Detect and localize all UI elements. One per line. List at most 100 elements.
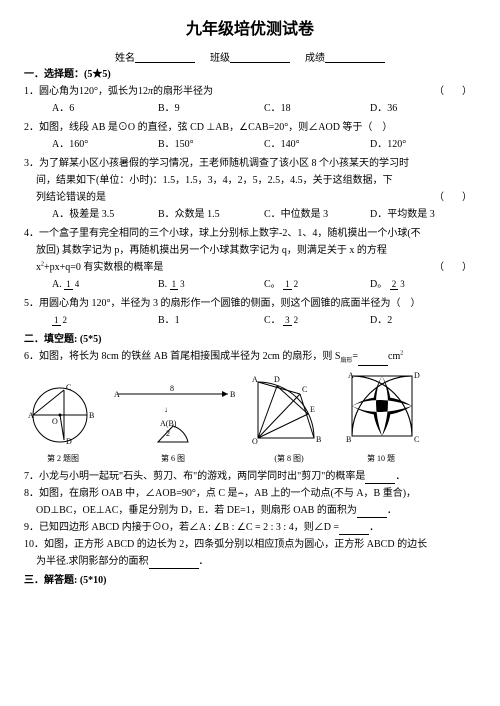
q4-eq: +px+q=0	[44, 262, 81, 273]
fig2-lbl-b: B	[89, 411, 94, 420]
q4-a-den: 4	[73, 279, 82, 289]
section-1-head: 一．选择题：(5★5)	[24, 67, 476, 82]
q8-l2-text: OD⊥BC，OE⊥AC，垂足分别为 D，E．若 DE=1，则扇形 OAB 的面积…	[36, 505, 357, 516]
fig8-caption: (第 8 图)	[244, 453, 334, 465]
q2-opt-a: A．160°	[52, 137, 158, 152]
q3-l2: 间，结果如下(单位：小时)：1.5，1.5，3，4，2，5，2.5，4.5，关于…	[24, 173, 476, 188]
fig-q6: A B 8 ↓ A(B) 2 第 6 图	[108, 382, 238, 465]
q6-sub: 扇形	[340, 358, 352, 364]
q2-options: A．160° B．150° C．140° D．120°	[24, 137, 476, 152]
q5-c-num: 3	[283, 315, 292, 326]
fig6-lbl-b: B	[230, 390, 235, 399]
fig10-lbl-c: C	[414, 435, 419, 444]
q8-l1: 8．如图，在扇形 OAB 中，∠AOB=90°，点 C 是⌢，AB 上的一个动点…	[24, 486, 476, 501]
fig8-lbl-o: O	[252, 437, 258, 446]
fig-q2: A B C D O 第 2 题图	[24, 382, 102, 465]
fig10-lbl-d: D	[414, 371, 420, 380]
q4-l2: 放回) 其数字记为 p，再随机摸出另一个小球其数字记为 q，则满足关于 x 的方…	[24, 243, 476, 258]
q6-unit: cm	[388, 351, 400, 362]
fig-q8: O A B C D E (第 8 图)	[244, 370, 334, 465]
q5-options: 12 B．1 C． 32 D．2	[24, 313, 476, 328]
q3-l1: 3．为了解某小区小孩暑假的学习情况，王老师随机调查了该小区 8 个小孩某天的学习…	[24, 156, 476, 171]
fig8-lbl-c: C	[302, 385, 307, 394]
q6-text-a: 6．如图，将长为 8cm 的铁丝 AB 首尾相接围成半径为 2cm 的扇形，则 …	[24, 351, 340, 362]
fig6-lbl-a: A	[114, 390, 120, 399]
fig2-caption: 第 2 题图	[24, 453, 102, 465]
q1-stem: 1．圆心角为120°，弧长为12π的扇形半径为 （ ）	[24, 84, 476, 99]
q4-opt-b: B. 13	[158, 277, 264, 292]
q9-text: 9．已知四边形 ABCD 内接于⊙O，若∠A : ∠B : ∠C = 2 : 3…	[24, 522, 339, 533]
q9-stem: 9．已知四边形 ABCD 内接于⊙O，若∠A : ∠B : ∠C = 2 : 3…	[24, 520, 476, 535]
fig6-len8: 8	[170, 384, 174, 393]
section-3-head: 三．解答题: (5*10)	[24, 573, 476, 588]
q3-opt-c: C．中位数是 3	[264, 207, 370, 222]
q6-stem: 6．如图，将长为 8cm 的铁丝 AB 首尾相接围成半径为 2cm 的扇形，则 …	[24, 349, 476, 366]
q5-c-label: C．	[264, 315, 281, 326]
q4-opt-c: C。 12	[264, 277, 370, 292]
q3-opt-a: A．极差是 3.5	[52, 207, 158, 222]
fig2-lbl-d: D	[66, 437, 72, 446]
q4-b-den: 3	[178, 279, 187, 289]
q8-l2: OD⊥BC，OE⊥AC，垂足分别为 D，E．若 DE=1，则扇形 OAB 的面积…	[24, 503, 476, 518]
q4-c-num: 1	[283, 279, 292, 290]
fig6-caption: 第 6 图	[108, 453, 238, 465]
q1-opt-c: C．18	[264, 101, 370, 116]
q4-options: A. 14 B. 13 C。 12 D。 23	[24, 277, 476, 292]
q4-d-label: D。	[370, 279, 387, 290]
fig6-arrow-down: ↓	[164, 405, 168, 414]
q5-c-den: 2	[292, 315, 301, 325]
fig2-lbl-c: C	[66, 383, 71, 392]
fig-q10: A D B C 第 10 题	[340, 370, 422, 465]
figure-row: A B C D O 第 2 题图 A B 8 ↓ A(B) 2 第 6 图	[24, 370, 476, 465]
q9-blank[interactable]	[339, 525, 369, 535]
q1-opt-b: B．9	[158, 101, 264, 116]
q4-tail: 有实数根的概率是	[83, 262, 163, 273]
q4-b-num: 1	[170, 279, 179, 290]
q4-d-num: 2	[390, 279, 399, 290]
q10-l2: 为半径.求阴影部分的面积．	[24, 554, 476, 569]
q4-c-label: C。	[264, 279, 281, 290]
q1-paren: （ ）	[446, 84, 476, 99]
q4-b-label: B.	[158, 279, 167, 290]
q5-stem: 5．用圆心角为 120°，半径为 3 的扇形作一个圆锥的侧面，则这个圆锥的底面半…	[24, 296, 476, 311]
class-blank[interactable]	[230, 51, 290, 63]
q2-opt-b: B．150°	[158, 137, 264, 152]
fig8-lbl-e: E	[310, 405, 315, 414]
q7-stem: 7．小龙与小明一起玩"石头、剪刀、布"的游戏，两同学同时出"剪刀"的概率是．	[24, 469, 476, 484]
q4-d-den: 3	[398, 279, 407, 289]
q3-opt-b: B．众数是 1.5	[158, 207, 264, 222]
q7-blank[interactable]	[365, 474, 395, 484]
fig6-len2: 2	[166, 429, 170, 438]
q1-opt-d: D．36	[370, 101, 476, 116]
q4-opt-d: D。 23	[370, 277, 476, 292]
q8-blank[interactable]	[357, 508, 387, 518]
fig2-lbl-o: O	[52, 417, 58, 426]
q6-blank[interactable]	[358, 356, 388, 366]
score-blank[interactable]	[325, 51, 385, 63]
fig10-lbl-a: A	[348, 371, 354, 380]
q3-paren: （ ）	[434, 190, 476, 205]
q6-sup: 2	[400, 351, 403, 357]
fig10-lbl-b: B	[346, 435, 351, 444]
fig8-lbl-d: D	[274, 375, 280, 384]
q4-c-den: 2	[292, 279, 301, 289]
q2-stem: 2．如图，线段 AB 是⊙O 的直径，弦 CD ⊥AB，∠CAB=20°，则∠A…	[24, 120, 476, 135]
fig10-caption: 第 10 题	[340, 453, 422, 465]
q5-opt-d: D．2	[370, 313, 476, 328]
fig8-lbl-b: B	[316, 435, 321, 444]
fig2-lbl-a: A	[28, 411, 34, 420]
q4-opt-a: A. 14	[52, 277, 158, 292]
fig8-lbl-a: A	[252, 375, 258, 384]
q1-text-b: 的扇形半径为	[153, 86, 213, 97]
q5-opt-c: C． 32	[264, 313, 370, 328]
q2-opt-d: D．120°	[370, 137, 476, 152]
q1-options: A．6 B．9 C．18 D．36	[24, 101, 476, 116]
q3-opt-d: D．平均数是 3	[370, 207, 476, 222]
q1-opt-a: A．6	[52, 101, 158, 116]
q3-options: A．极差是 3.5 B．众数是 1.5 C．中位数是 3 D．平均数是 3	[24, 207, 476, 222]
q5-opt-a: 12	[52, 313, 158, 328]
q4-paren: （ ）	[434, 260, 476, 275]
q10-blank[interactable]	[149, 559, 199, 569]
name-blank[interactable]	[135, 51, 195, 63]
name-label: 姓名	[115, 51, 135, 63]
